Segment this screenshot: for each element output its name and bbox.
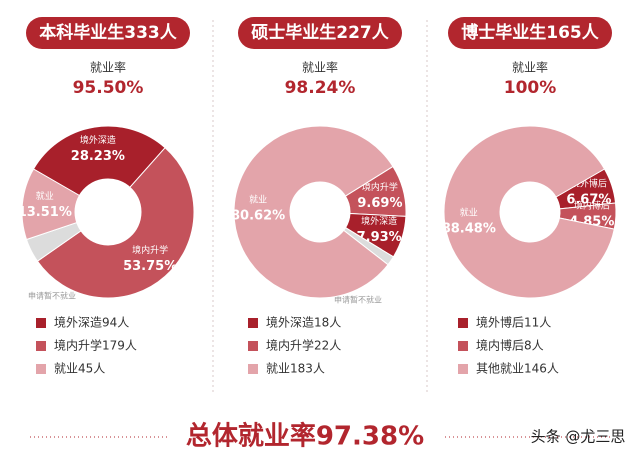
- slice-name: 境外深造: [361, 215, 397, 227]
- legend-label: 境内升学22人: [266, 338, 341, 353]
- legend-label: 境外博后11人: [476, 315, 551, 330]
- donut-slice: [233, 125, 394, 299]
- kpi-value: 98.24%: [285, 78, 356, 98]
- slice-name: 境外深造: [80, 134, 116, 146]
- slice-name: 就业: [36, 190, 54, 202]
- kpi-name: 就业率: [512, 60, 548, 75]
- legend-swatch: [458, 364, 468, 374]
- slice-value: 13.51%: [18, 205, 72, 220]
- legend-label: 其他就业146人: [476, 362, 559, 376]
- slice-value: 9.69%: [357, 196, 402, 211]
- donut-slice: [21, 168, 81, 241]
- slice-name: 境内升学: [362, 181, 398, 193]
- legend-swatch: [36, 364, 46, 374]
- legend-swatch: [458, 341, 468, 351]
- slice-name: 申请暂不就业: [28, 291, 76, 301]
- donut-slice: [36, 147, 195, 299]
- legend-swatch: [248, 341, 258, 351]
- slice-value: 53.75%: [123, 259, 177, 274]
- legend-swatch: [36, 341, 46, 351]
- slice-value: 80.62%: [231, 208, 285, 223]
- donut-slice: [443, 125, 615, 299]
- slice-name: 就业: [249, 193, 267, 205]
- slice-name: 就业: [460, 206, 478, 218]
- kpi-value: 95.50%: [73, 78, 144, 98]
- title-pill: [238, 17, 402, 49]
- slice-value: 6.67%: [566, 192, 611, 207]
- legend-label: 境内博后8人: [476, 338, 544, 353]
- watermark: 头条 @尤三思: [531, 428, 626, 446]
- legend-swatch: [458, 318, 468, 328]
- donut-slice: [32, 125, 166, 197]
- legend-label: 境内升学179人: [54, 338, 137, 353]
- slice-name: 申请暂不就业: [334, 295, 382, 305]
- legend-swatch: [248, 364, 258, 374]
- legend-label: 就业183人: [266, 362, 325, 376]
- total-rate: 总体就业率97.38%: [186, 421, 424, 452]
- slice-value: 28.23%: [71, 149, 125, 164]
- chart-title: 博士毕业生165人: [461, 22, 599, 43]
- kpi-value: 100%: [504, 78, 557, 98]
- title-pill: [448, 17, 612, 49]
- slice-name: 境内升学: [132, 244, 168, 256]
- slice-value: 88.48%: [442, 221, 496, 236]
- slice-name: 境内博后: [574, 199, 610, 211]
- kpi-name: 就业率: [302, 60, 338, 75]
- legend-swatch: [248, 318, 258, 328]
- legend-swatch: [36, 318, 46, 328]
- chart-title: 硕士毕业生227人: [251, 22, 389, 43]
- chart-title: 本科毕业生333人: [39, 22, 177, 43]
- legend-label: 境外深造94人: [54, 315, 129, 330]
- title-pill: [26, 17, 190, 49]
- legend-label: 境外深造18人: [266, 315, 341, 330]
- legend-label: 就业45人: [54, 362, 105, 376]
- kpi-name: 就业率: [90, 60, 126, 75]
